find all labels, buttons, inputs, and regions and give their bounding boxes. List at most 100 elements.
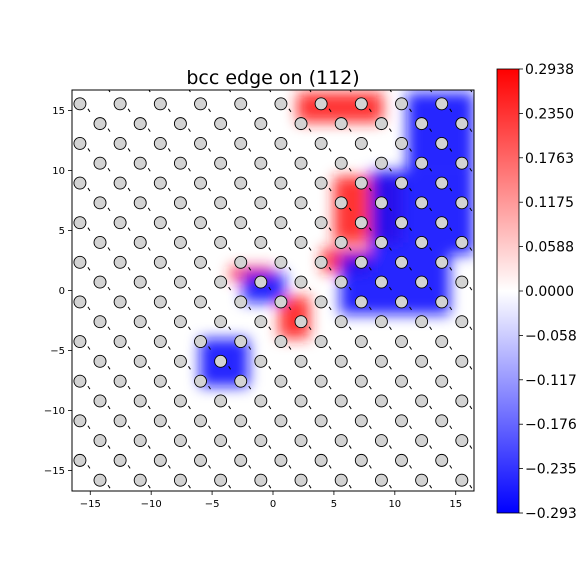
atom bbox=[455, 117, 469, 131]
atom bbox=[54, 316, 66, 328]
displacement-arrow bbox=[147, 247, 151, 251]
atom bbox=[374, 434, 388, 448]
atom bbox=[173, 315, 187, 329]
atom bbox=[354, 216, 368, 230]
atom bbox=[395, 255, 408, 269]
displacement-arrow bbox=[308, 326, 312, 330]
displacement-arrow bbox=[127, 267, 131, 271]
atom bbox=[254, 196, 268, 210]
atom bbox=[395, 216, 408, 230]
displacement-arrow bbox=[469, 128, 473, 132]
displacement-arrow bbox=[469, 366, 473, 370]
displacement-arrow bbox=[348, 445, 352, 449]
displacement-arrow bbox=[268, 207, 272, 212]
atom bbox=[153, 335, 167, 348]
atom bbox=[214, 473, 228, 487]
atom bbox=[54, 197, 66, 209]
displacement-arrow bbox=[490, 267, 492, 270]
y-tick-label: 10 bbox=[52, 166, 65, 177]
displacement-arrow bbox=[127, 425, 131, 430]
displacement-arrow bbox=[248, 306, 252, 311]
displacement-arrow bbox=[429, 286, 433, 291]
displacement-arrow bbox=[147, 405, 151, 410]
displacement-arrow bbox=[429, 167, 433, 172]
displacement-arrow bbox=[127, 346, 131, 350]
displacement-arrow bbox=[308, 366, 312, 370]
atom bbox=[214, 236, 228, 249]
displacement-arrow bbox=[449, 465, 453, 469]
atom bbox=[93, 156, 107, 170]
displacement-arrow bbox=[68, 247, 70, 250]
displacement-arrow bbox=[490, 426, 492, 429]
x-axis: −15 −10 −5 0 5 10 15 bbox=[80, 491, 462, 510]
atom bbox=[234, 255, 248, 269]
displacement-arrow bbox=[68, 446, 70, 449]
displacement-arrow bbox=[429, 445, 433, 449]
atom bbox=[314, 176, 328, 190]
displacement-arrow bbox=[167, 267, 171, 271]
atom bbox=[194, 176, 207, 190]
atom bbox=[354, 136, 368, 150]
atom bbox=[113, 335, 127, 348]
atom bbox=[395, 374, 408, 388]
displacement-arrow bbox=[228, 128, 232, 132]
atom bbox=[73, 374, 87, 388]
atom bbox=[415, 434, 429, 448]
displacement-arrow bbox=[107, 128, 111, 132]
atom bbox=[254, 236, 268, 249]
atom bbox=[113, 453, 127, 467]
displacement-arrow bbox=[409, 267, 412, 271]
atom bbox=[234, 453, 248, 467]
displacement-arrow bbox=[469, 286, 473, 291]
atom bbox=[455, 473, 469, 487]
atom bbox=[153, 414, 167, 428]
atom bbox=[133, 473, 147, 487]
displacement-arrow bbox=[248, 346, 252, 350]
displacement-arrow bbox=[288, 306, 292, 311]
displacement-arrow bbox=[228, 207, 232, 212]
atom bbox=[455, 394, 469, 408]
displacement-arrow bbox=[147, 286, 151, 291]
atom bbox=[194, 453, 207, 467]
atom bbox=[254, 473, 268, 487]
atom bbox=[395, 335, 408, 348]
displacement-arrow bbox=[208, 187, 211, 192]
atom bbox=[133, 275, 147, 289]
atom bbox=[173, 275, 187, 289]
displacement-arrow bbox=[248, 148, 252, 152]
atom bbox=[354, 335, 368, 348]
atom bbox=[334, 156, 348, 170]
atom bbox=[354, 255, 368, 269]
displacement-arrow bbox=[368, 148, 372, 152]
atom bbox=[415, 196, 429, 210]
atom bbox=[133, 315, 147, 329]
atom bbox=[93, 196, 107, 210]
displacement-arrow bbox=[389, 366, 392, 370]
displacement-arrow bbox=[167, 306, 171, 311]
displacement-arrow bbox=[127, 465, 131, 469]
displacement-arrow bbox=[107, 484, 111, 489]
atom bbox=[374, 196, 388, 210]
atom bbox=[54, 435, 66, 447]
atom bbox=[73, 414, 87, 428]
atom bbox=[415, 156, 429, 170]
atom bbox=[354, 414, 368, 428]
displacement-arrow bbox=[308, 128, 312, 132]
displacement-arrow bbox=[167, 108, 171, 113]
displacement-arrow bbox=[268, 405, 272, 410]
x-tick-label: −10 bbox=[141, 499, 162, 510]
atom bbox=[254, 156, 268, 170]
atom bbox=[476, 375, 488, 387]
displacement-arrow bbox=[368, 108, 372, 113]
displacement-arrow bbox=[469, 484, 473, 489]
atom bbox=[334, 117, 348, 131]
atom bbox=[254, 434, 268, 448]
displacement-arrow bbox=[127, 227, 131, 231]
atom bbox=[73, 136, 87, 150]
atom bbox=[93, 473, 107, 487]
atom bbox=[294, 473, 308, 487]
colorbar-axis: 0.2938 0.2350 0.1763 0.1175 0.0588 0.0000 −0.0… bbox=[519, 62, 576, 522]
atom bbox=[274, 216, 288, 230]
atom bbox=[455, 434, 469, 448]
